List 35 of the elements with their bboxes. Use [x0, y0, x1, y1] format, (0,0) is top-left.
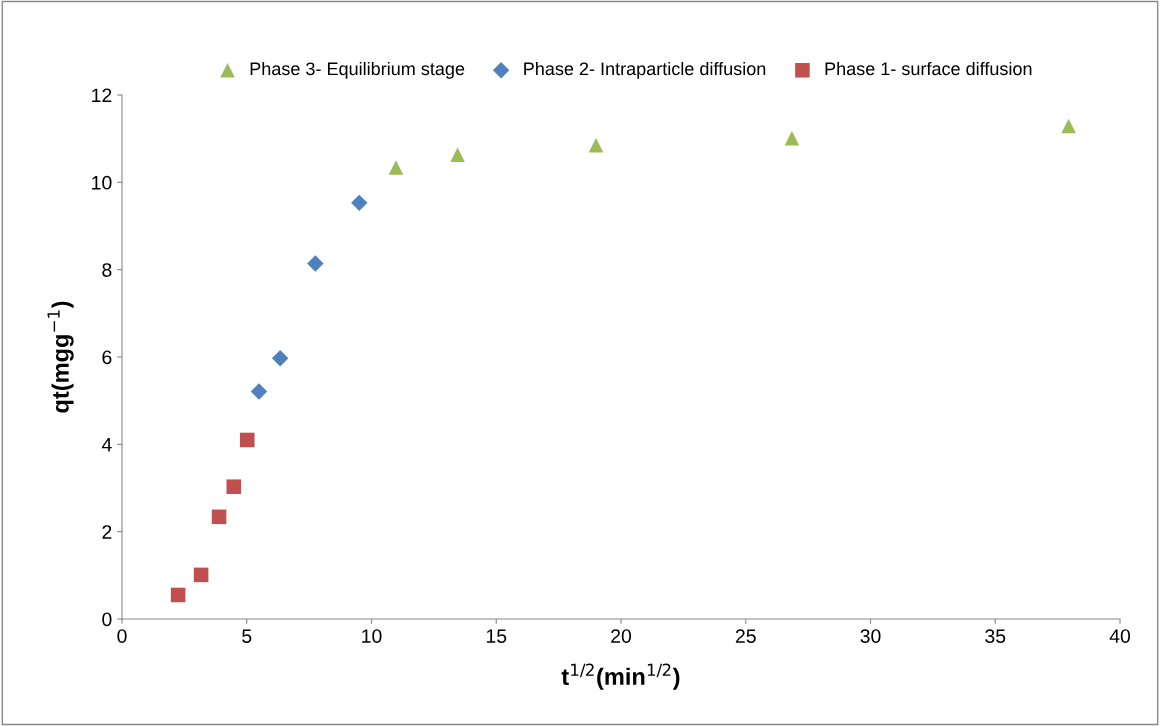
- y-tick-label: 12: [92, 88, 112, 103]
- x-tick-label: 20: [611, 629, 632, 643]
- point: [271, 350, 289, 367]
- x-tick-label: 0: [117, 629, 127, 643]
- y-tick-label: 10: [92, 175, 112, 190]
- point: [307, 255, 324, 272]
- x-tick-label: 30: [860, 629, 881, 643]
- point: [388, 160, 404, 175]
- x-tick-label: 5: [242, 629, 252, 643]
- x-tick-label: 15: [486, 629, 507, 643]
- y-axis-title: qt(mgg$^{−1}$): [47, 301, 74, 413]
- y-tick-label: 6: [102, 350, 112, 365]
- x-tick-label: 25: [735, 629, 756, 643]
- point: [784, 130, 800, 146]
- x-axis-title: t$^{1/2}$(min$^{1/2}$): [561, 663, 680, 690]
- point: [588, 137, 604, 153]
- point: [239, 432, 255, 448]
- point: [211, 509, 227, 525]
- point: [250, 383, 268, 400]
- legend-label: Phase 3- Equilibrium stage: [250, 61, 465, 79]
- x-tick-label: 35: [985, 629, 1006, 643]
- point: [170, 587, 186, 603]
- x-tick-label: 10: [362, 629, 382, 643]
- point: [226, 479, 242, 494]
- point: [1061, 118, 1076, 134]
- y-tick-label: 0: [102, 612, 112, 627]
- legend-label: Phase 1- surface diffusion: [825, 61, 1032, 76]
- point: [450, 147, 465, 163]
- x-tick-label: 40: [1109, 629, 1131, 643]
- legend-label: Phase 2- Intraparticle diffusion: [524, 61, 766, 79]
- point: [193, 567, 209, 583]
- y-tick-label: 8: [102, 263, 112, 277]
- point: [351, 194, 368, 212]
- y-tick-label: 4: [101, 438, 112, 452]
- y-tick-label: 2: [102, 525, 112, 539]
